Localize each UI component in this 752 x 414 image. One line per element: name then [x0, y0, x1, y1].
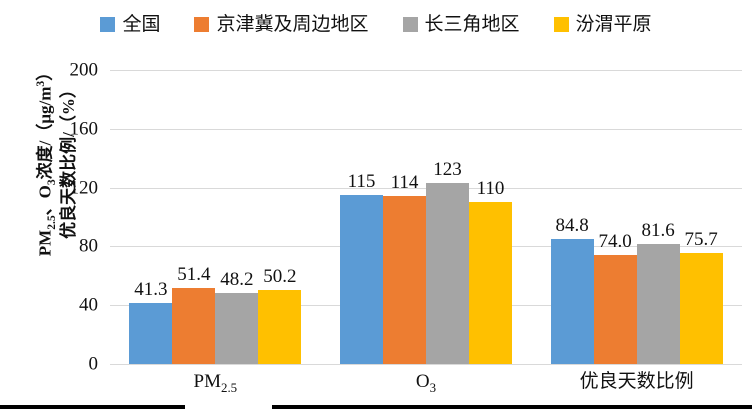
- bar-value-label-O3-汾渭平原: 110: [476, 178, 505, 200]
- legend-item-jingjinji: 京津冀及周边地区: [194, 13, 369, 35]
- bar-优良天数比例-全国[interactable]: [550, 239, 594, 364]
- bar-O3-汾渭平原[interactable]: [469, 202, 512, 364]
- y-tick-label-120: 120: [69, 177, 99, 199]
- bottom-rule-right: [272, 405, 752, 409]
- legend-label-fenweipingyuan: 汾渭平原: [575, 13, 652, 35]
- bar-value-label-O3-全国: 115: [347, 170, 376, 192]
- bar-value-label-PM2.5-京津冀及周边地区: 51.4: [177, 264, 211, 286]
- bar-value-label-O3-长三角地区: 123: [433, 159, 462, 181]
- gridline-200: [110, 70, 742, 71]
- bar-O3-长三角地区[interactable]: [426, 183, 469, 364]
- bar-PM2.5-京津冀及周边地区[interactable]: [172, 288, 216, 364]
- bar-value-label-优良天数比例-京津冀及周边地区: 74.0: [598, 231, 632, 253]
- bar-O3-全国[interactable]: [340, 194, 383, 364]
- x-axis-category-labels: PM2.5 O3 优良天数比例: [110, 372, 742, 400]
- legend-swatch-jingjinji: [194, 16, 210, 32]
- bar-PM2.5-全国[interactable]: [129, 303, 173, 364]
- x-axis-label-优良天数比例: 优良天数比例: [579, 371, 694, 392]
- y-tick-label-160: 160: [69, 118, 99, 140]
- bottom-rule-left: [0, 405, 185, 409]
- legend-swatch-quanguo: [100, 16, 116, 32]
- legend-swatch-fenweipingyuan: [553, 16, 569, 32]
- legend-label-changsanjiao: 长三角地区: [424, 13, 520, 35]
- legend-label-jingjinji: 京津冀及周边地区: [216, 13, 369, 35]
- bar-value-label-优良天数比例-长三角地区: 81.6: [641, 220, 675, 242]
- bar-PM2.5-汾渭平原[interactable]: [258, 290, 302, 364]
- legend-label-quanguo: 全国: [122, 13, 161, 35]
- legend-item-fenweipingyuan: 汾渭平原: [553, 13, 652, 35]
- y-tick-label-40: 40: [79, 294, 98, 316]
- legend-item-quanguo: 全国: [100, 15, 160, 34]
- gridline-160: [110, 128, 742, 130]
- bar-PM2.5-长三角地区[interactable]: [215, 293, 259, 364]
- y-tick-label-200: 200: [69, 59, 99, 81]
- bar-value-label-PM2.5-全国: 41.3: [134, 279, 168, 301]
- x-axis-baseline: [110, 364, 742, 365]
- bar-优良天数比例-长三角地区[interactable]: [636, 244, 680, 364]
- legend-item-changsanjiao: 长三角地区: [402, 13, 520, 35]
- legend-swatch-changsanjiao: [402, 16, 418, 32]
- bar-value-label-PM2.5-长三角地区: 48.2: [220, 269, 254, 291]
- bar-value-label-O3-京津冀及周边地区: 114: [390, 172, 419, 194]
- bar-优良天数比例-京津冀及周边地区[interactable]: [593, 255, 637, 364]
- x-axis-label-O3: O3: [415, 371, 437, 395]
- bar-优良天数比例-汾渭平原[interactable]: [679, 252, 723, 364]
- bar-value-label-优良天数比例-全国: 84.8: [555, 215, 589, 237]
- plot-area: 41.3 51.4 48.2 50.2 115 114 123 110 84.8 74.0 81.6…: [110, 70, 742, 365]
- bar-value-label-PM2.5-汾渭平原: 50.2: [263, 266, 297, 288]
- y-tick-label-80: 80: [79, 235, 98, 257]
- chart-legend: 全国 京津冀及周边地区 长三角地区 汾渭平原: [0, 8, 752, 40]
- bar-O3-京津冀及周边地区[interactable]: [383, 196, 426, 364]
- y-axis-tick-labels: 0 40 80 120 160 200: [0, 61, 104, 374]
- x-axis-label-PM2.5: PM2.5: [193, 371, 238, 395]
- y-tick-label-0: 0: [88, 353, 99, 375]
- bar-value-label-优良天数比例-汾渭平原: 75.7: [684, 228, 718, 250]
